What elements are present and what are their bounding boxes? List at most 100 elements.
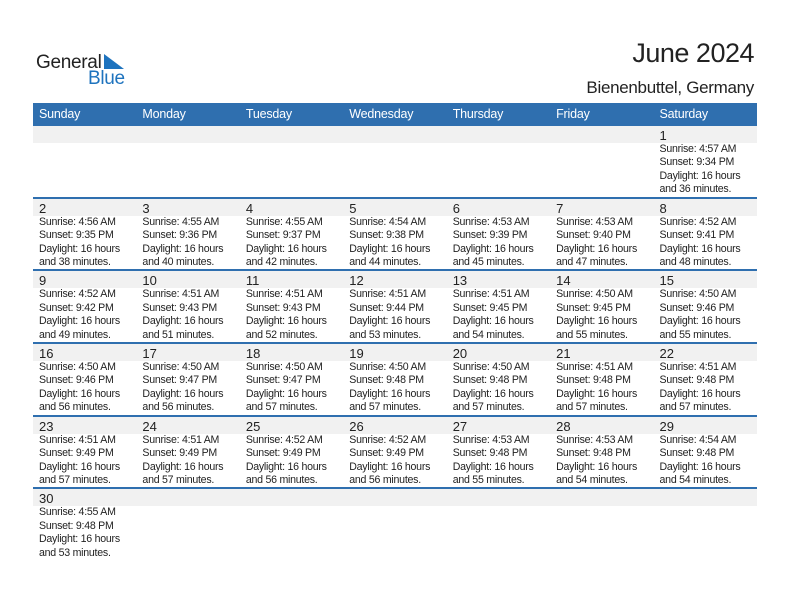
empty-cell bbox=[136, 126, 239, 197]
daylight-text: Daylight: 16 hours bbox=[39, 315, 120, 328]
sunrise-text: Sunrise: 4:50 AM bbox=[659, 288, 737, 301]
sunrise-text: Sunrise: 4:52 AM bbox=[349, 433, 426, 446]
day-cell: 27 Sunrise: 4:53 AM Sunset: 9:48 PM Dayligh… bbox=[447, 417, 550, 488]
week-row: 1 Sunrise: 4:57 AM Sunset: 9:34 PM Daylight… bbox=[33, 126, 757, 199]
daylight-text: Daylight: 16 hours bbox=[659, 315, 741, 328]
day-cell: 8 Sunrise: 4:52 AM Sunset: 9:41 PM Daylight… bbox=[654, 199, 757, 270]
day-number: 11 bbox=[245, 273, 260, 289]
sunrise-text: Sunrise: 4:54 AM bbox=[659, 433, 737, 446]
sunset-text: Sunset: 9:48 PM bbox=[556, 447, 631, 460]
day-cell: 15 Sunrise: 4:50 AM Sunset: 9:46 PM Dayligh… bbox=[654, 271, 757, 342]
daylight-text: Daylight: 16 hours bbox=[245, 242, 327, 255]
empty-cell bbox=[33, 126, 136, 197]
sunrise-text: Sunrise: 4:52 AM bbox=[245, 433, 323, 446]
sunset-text: Sunset: 9:46 PM bbox=[39, 374, 114, 387]
day-cell: 21 Sunrise: 4:51 AM Sunset: 9:48 PM Dayligh… bbox=[550, 344, 653, 415]
sunset-text: Sunset: 9:49 PM bbox=[245, 447, 321, 460]
empty-cell bbox=[654, 489, 757, 562]
daylight-minutes-text: and 52 minutes. bbox=[245, 328, 318, 341]
daylight-minutes-text: and 54 minutes. bbox=[556, 473, 628, 486]
day-cell: 26 Sunrise: 4:52 AM Sunset: 9:49 PM Dayligh… bbox=[343, 417, 446, 488]
daylight-minutes-text: and 36 minutes. bbox=[659, 183, 732, 196]
daylight-minutes-text: and 54 minutes. bbox=[659, 473, 732, 486]
logo-triangle-icon bbox=[104, 54, 124, 69]
empty-cell bbox=[343, 489, 446, 562]
day-number: 21 bbox=[556, 346, 571, 362]
day-cell: 30 Sunrise: 4:55 AM Sunset: 9:48 PM Dayligh… bbox=[33, 489, 136, 562]
page-title: June 2024 bbox=[632, 38, 754, 68]
day-cell: 9 Sunrise: 4:52 AM Sunset: 9:42 PM Daylight… bbox=[33, 271, 136, 342]
daylight-text: Daylight: 16 hours bbox=[349, 460, 431, 473]
location-subtitle: Bienenbuttel, Germany bbox=[586, 78, 754, 97]
day-number: 4 bbox=[245, 200, 254, 216]
daylight-minutes-text: and 44 minutes. bbox=[349, 255, 421, 268]
day-number: 12 bbox=[349, 273, 364, 289]
daylight-text: Daylight: 16 hours bbox=[245, 460, 327, 473]
daylight-minutes-text: and 51 minutes. bbox=[142, 328, 215, 341]
weekday-monday: Monday bbox=[142, 107, 186, 121]
sunrise-text: Sunrise: 4:53 AM bbox=[452, 215, 530, 228]
day-number: 8 bbox=[659, 200, 667, 216]
day-cell: 20 Sunrise: 4:50 AM Sunset: 9:48 PM Dayligh… bbox=[447, 344, 550, 415]
day-number: 27 bbox=[452, 418, 468, 434]
day-cell: 25 Sunrise: 4:52 AM Sunset: 9:49 PM Dayligh… bbox=[240, 417, 343, 488]
sunset-text: Sunset: 9:36 PM bbox=[142, 229, 217, 242]
logo-word-general: General bbox=[36, 52, 102, 73]
weekday-wednesday: Wednesday bbox=[349, 107, 414, 121]
daylight-text: Daylight: 16 hours bbox=[39, 460, 120, 473]
sunrise-text: Sunrise: 4:56 AM bbox=[39, 215, 116, 228]
daylight-text: Daylight: 16 hours bbox=[142, 387, 224, 400]
sunset-text: Sunset: 9:47 PM bbox=[142, 374, 217, 387]
day-cell: 11 Sunrise: 4:51 AM Sunset: 9:43 PM Dayligh… bbox=[240, 271, 343, 342]
daylight-minutes-text: and 53 minutes. bbox=[39, 546, 111, 559]
daylight-minutes-text: and 55 minutes. bbox=[659, 328, 732, 341]
weekday-friday: Friday bbox=[556, 107, 590, 121]
sunset-text: Sunset: 9:41 PM bbox=[659, 229, 735, 242]
day-number: 18 bbox=[245, 346, 261, 362]
sunrise-text: Sunrise: 4:51 AM bbox=[452, 288, 530, 301]
day-cell: 22 Sunrise: 4:51 AM Sunset: 9:48 PM Dayligh… bbox=[654, 344, 757, 415]
sunset-text: Sunset: 9:37 PM bbox=[245, 229, 321, 242]
day-cell: 6 Sunrise: 4:53 AM Sunset: 9:39 PM Daylight… bbox=[447, 199, 550, 270]
daylight-text: Daylight: 16 hours bbox=[452, 242, 534, 255]
daylight-text: Daylight: 16 hours bbox=[349, 315, 431, 328]
sunset-text: Sunset: 9:34 PM bbox=[659, 156, 735, 169]
daylight-minutes-text: and 57 minutes. bbox=[452, 401, 525, 414]
day-number: 9 bbox=[39, 273, 47, 289]
sunset-text: Sunset: 9:48 PM bbox=[556, 374, 631, 387]
day-cell: 29 Sunrise: 4:54 AM Sunset: 9:48 PM Dayligh… bbox=[654, 417, 757, 488]
day-number: 14 bbox=[556, 273, 571, 289]
logo: General Blue bbox=[36, 52, 136, 92]
sunrise-text: Sunrise: 4:55 AM bbox=[142, 215, 220, 228]
daylight-minutes-text: and 57 minutes. bbox=[556, 401, 628, 414]
sunset-text: Sunset: 9:45 PM bbox=[452, 301, 528, 314]
sunrise-text: Sunrise: 4:53 AM bbox=[556, 433, 633, 446]
day-number: 5 bbox=[349, 200, 357, 216]
sunrise-text: Sunrise: 4:51 AM bbox=[245, 288, 323, 301]
sunset-text: Sunset: 9:48 PM bbox=[39, 519, 114, 532]
daylight-minutes-text: and 56 minutes. bbox=[142, 401, 215, 414]
weekday-header: Sunday Monday Tuesday Wednesday Thursday Frid… bbox=[33, 103, 757, 126]
day-cell: 23 Sunrise: 4:51 AM Sunset: 9:49 PM Dayligh… bbox=[33, 417, 136, 488]
day-cell: 3 Sunrise: 4:55 AM Sunset: 9:36 PM Daylight… bbox=[136, 199, 239, 270]
daylight-minutes-text: and 57 minutes. bbox=[142, 473, 215, 486]
daylight-minutes-text: and 57 minutes. bbox=[39, 473, 111, 486]
empty-cell bbox=[136, 489, 239, 562]
daylight-text: Daylight: 16 hours bbox=[349, 242, 431, 255]
daylight-minutes-text: and 55 minutes. bbox=[452, 473, 525, 486]
daylight-minutes-text: and 49 minutes. bbox=[39, 328, 111, 341]
day-number: 16 bbox=[39, 346, 54, 362]
daylight-text: Daylight: 16 hours bbox=[245, 387, 327, 400]
sunrise-text: Sunrise: 4:50 AM bbox=[349, 361, 426, 374]
sunrise-text: Sunrise: 4:51 AM bbox=[556, 361, 633, 374]
day-number: 30 bbox=[39, 491, 54, 507]
sunset-text: Sunset: 9:48 PM bbox=[659, 374, 735, 387]
logo-word-blue: Blue bbox=[88, 68, 125, 89]
week-row: 30 Sunrise: 4:55 AM Sunset: 9:48 PM Dayligh… bbox=[33, 489, 757, 562]
day-number: 23 bbox=[39, 418, 54, 434]
sunset-text: Sunset: 9:49 PM bbox=[39, 447, 114, 460]
daylight-text: Daylight: 16 hours bbox=[142, 242, 224, 255]
daylight-minutes-text: and 56 minutes. bbox=[349, 473, 421, 486]
sunrise-text: Sunrise: 4:51 AM bbox=[142, 433, 220, 446]
sunset-text: Sunset: 9:48 PM bbox=[452, 374, 528, 387]
